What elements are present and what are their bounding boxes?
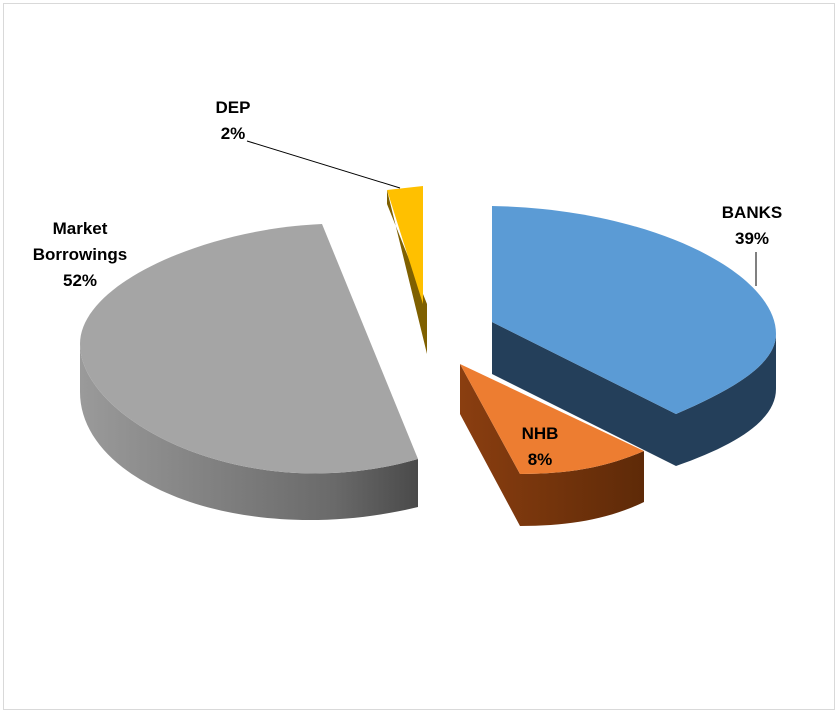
label-market-borrowings-line1: Market	[53, 219, 108, 238]
slice-market-borrowings	[80, 224, 418, 521]
slice-banks-side	[492, 322, 776, 466]
label-nhb-value: 8%	[528, 450, 553, 469]
slice-nhb	[460, 364, 644, 526]
slice-dep	[387, 186, 427, 354]
leader-line-dep	[246, 140, 401, 189]
slice-market-borrowings-top	[80, 224, 418, 474]
slice-nhb-top	[460, 364, 644, 474]
slice-dep-top	[387, 186, 423, 304]
slice-dep-side	[387, 190, 427, 354]
label-nhb-name: NHB	[522, 424, 559, 443]
slice-banks	[492, 206, 776, 466]
slice-market-borrowings-side	[80, 344, 418, 521]
label-banks-name: BANKS	[722, 203, 782, 222]
slice-nhb-side	[460, 364, 644, 526]
chart-area: DEP 2% BANKS 39% Market Borrowings 52% N…	[3, 3, 835, 710]
slice-banks-top	[492, 206, 776, 414]
label-banks-value: 39%	[735, 229, 769, 248]
label-dep-value: 2%	[221, 124, 246, 143]
label-dep-name: DEP	[216, 98, 251, 117]
label-market-borrowings-value: 52%	[63, 271, 97, 290]
label-market-borrowings-line2: Borrowings	[33, 245, 127, 264]
pie-chart: DEP 2% BANKS 39% Market Borrowings 52% N…	[33, 98, 782, 526]
